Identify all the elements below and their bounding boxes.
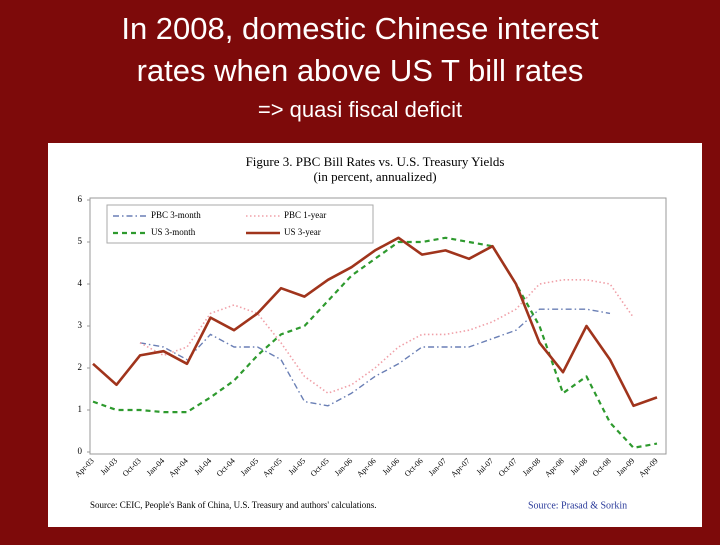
chart-subtitle: (in percent, annualized) [313, 169, 436, 184]
legend [106, 204, 374, 244]
slide-title: In 2008, domestic Chinese interest [121, 11, 599, 46]
y-tick-label: 4 [78, 278, 83, 288]
series-line [92, 236, 658, 408]
credit: Source: Prasad & Sorkin [528, 500, 627, 511]
y-tick-label: 6 [78, 194, 83, 204]
slide-subtitle: => quasi fiscal deficit [258, 97, 462, 122]
y-tick-label: 5 [78, 236, 83, 246]
legend-label: US 3-year [284, 227, 321, 237]
slide-title: rates when above US T bill rates [137, 53, 584, 88]
series-line [139, 308, 611, 407]
legend-label: PBC 3-month [151, 210, 201, 220]
series-line [139, 279, 635, 394]
legend-label: PBC 1-year [284, 210, 326, 220]
y-tick-label: 1 [78, 404, 83, 414]
chart-title: Figure 3. PBC Bill Rates vs. U.S. Treasu… [246, 154, 505, 169]
source-note: Source: CEIC, People's Bank of China, U.… [90, 500, 376, 510]
y-tick-label: 3 [78, 320, 83, 330]
y-tick-label: 0 [78, 446, 83, 456]
legend-label: US 3-month [151, 227, 196, 237]
y-tick-label: 2 [78, 362, 83, 372]
